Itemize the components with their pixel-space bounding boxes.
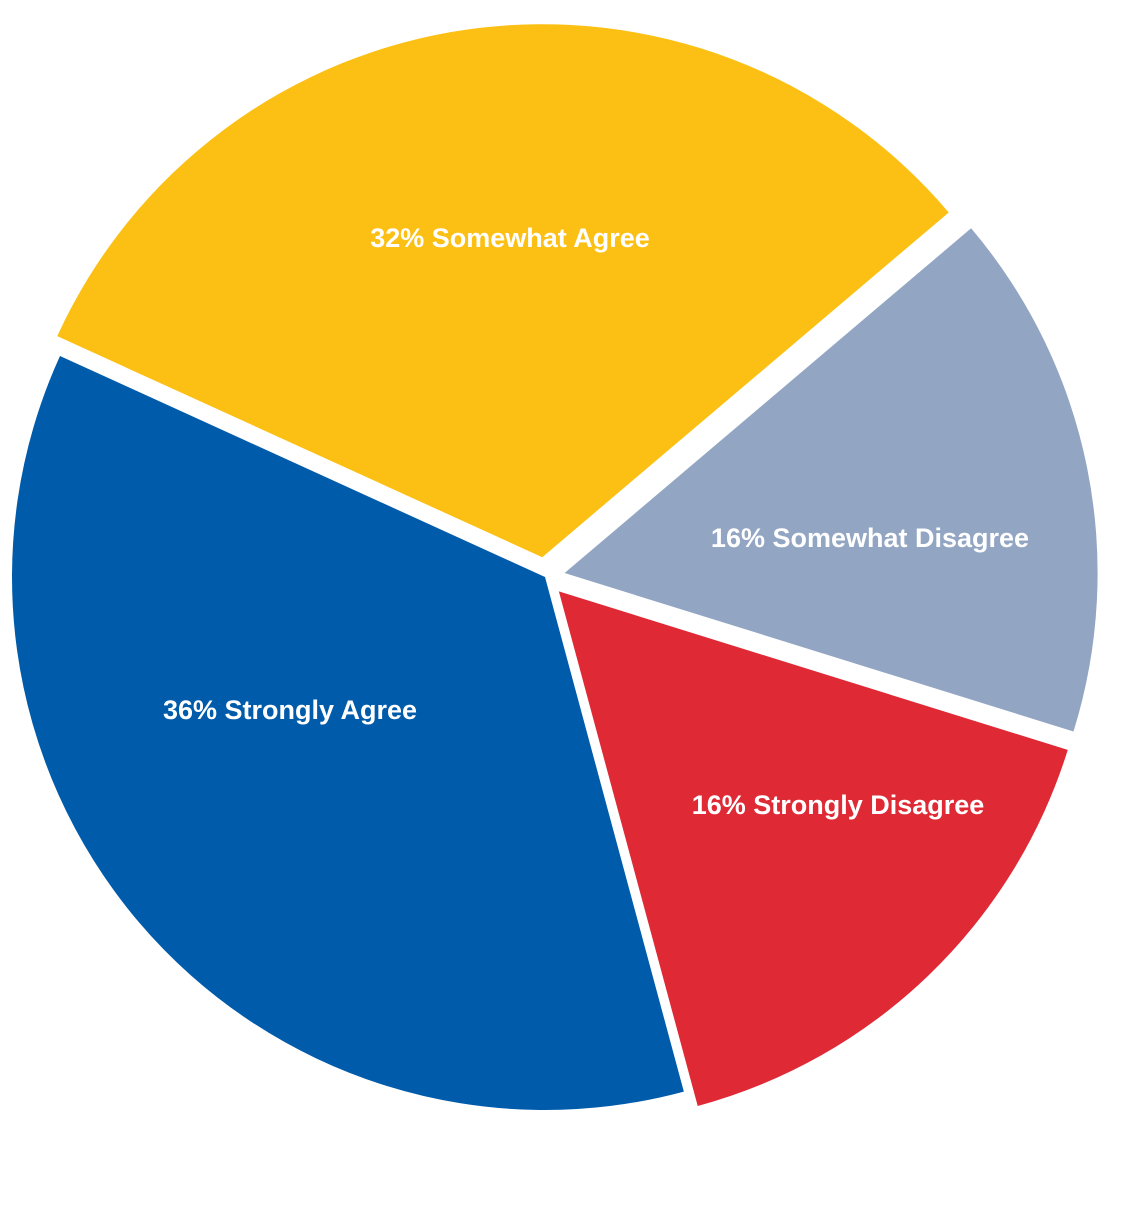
pie-labels: 32% Somewhat Agree 16% Somewhat Disagree 1… [163,223,1029,820]
pie-slice-strongly-disagree [558,591,1068,1107]
pie-slices [11,24,1098,1110]
pie-slice-strongly-agree [11,355,684,1110]
pie-slice-somewhat-agree [57,24,949,558]
pie-label-strongly-disagree: 16% Strongly Disagree [692,790,985,820]
pie-label-somewhat-agree: 32% Somewhat Agree [370,223,650,253]
pie-label-strongly-agree: 36% Strongly Agree [163,695,417,725]
pie-label-somewhat-disagree: 16% Somewhat Disagree [711,523,1029,553]
pie-slice-somewhat-disagree [564,228,1098,732]
